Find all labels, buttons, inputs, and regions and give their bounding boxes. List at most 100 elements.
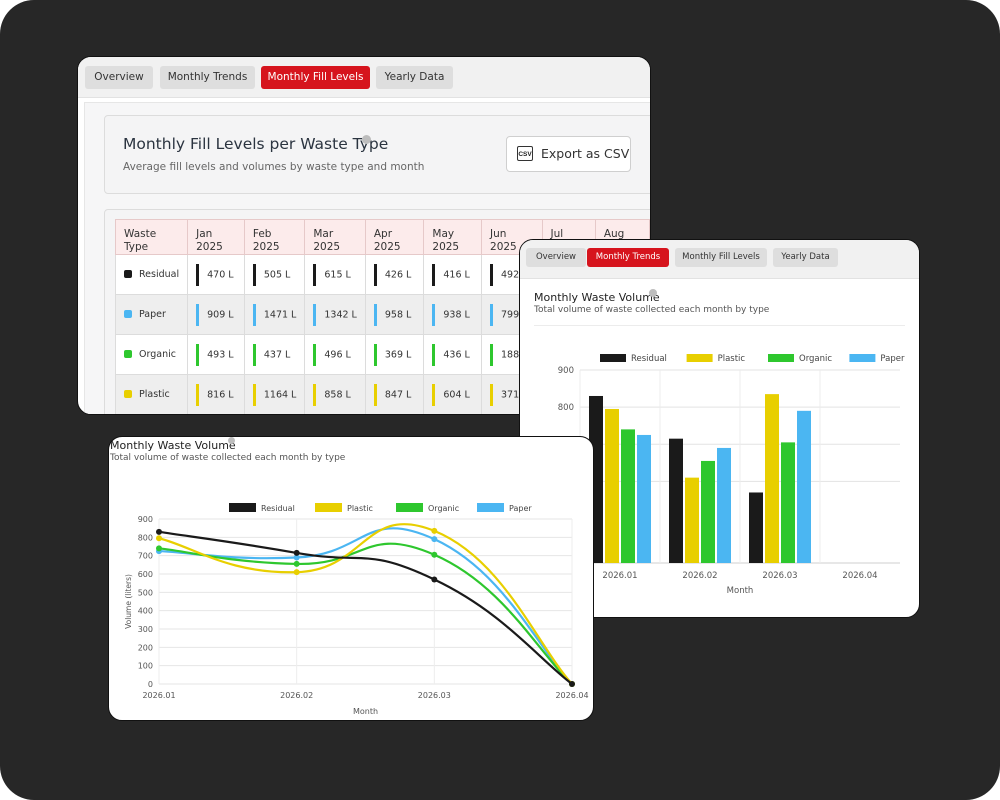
column-header-month: Apr 2025 xyxy=(364,219,425,255)
fill-level-bar xyxy=(432,383,436,406)
tab-monthly-trends[interactable]: Monthly Trends xyxy=(160,66,255,89)
fill-level-bar xyxy=(490,303,494,326)
legend-swatch xyxy=(768,354,794,362)
fill-value: 1164 L xyxy=(263,389,297,400)
x-tick-label: 2026.04 xyxy=(842,571,877,581)
legend-label: Organic xyxy=(428,504,459,513)
point-organic xyxy=(431,551,438,558)
fill-value-cell: 493 L xyxy=(187,334,245,375)
waste-type-cell: Organic xyxy=(114,334,189,375)
fill-value: 938 L xyxy=(443,309,470,320)
fill-level-bar xyxy=(252,263,256,286)
fill-level-bar xyxy=(313,303,317,326)
fill-value-cell: 426 L xyxy=(364,254,425,295)
y-tick-label: 700 xyxy=(138,552,153,561)
y-tick-label: 400 xyxy=(138,607,153,616)
color-swatch xyxy=(124,350,132,358)
fill-value-cell: 816 L xyxy=(187,374,245,414)
export-csv-button[interactable]: CSV Export as CSV xyxy=(506,136,631,172)
legend-label: Residual xyxy=(631,354,667,364)
tab-monthly-fill-levels[interactable]: Monthly Fill Levels xyxy=(675,248,767,267)
fill-value: 799 L xyxy=(501,309,528,320)
chart-subtitle: Total volume of waste collected each mon… xyxy=(110,453,346,463)
point-residual xyxy=(156,528,162,535)
y-tick-label: 900 xyxy=(558,366,574,376)
line-plastic xyxy=(158,523,573,685)
fill-value-cell: 847 L xyxy=(364,374,425,414)
tab-monthly-trends[interactable]: Monthly Trends xyxy=(587,248,669,267)
color-swatch xyxy=(124,390,132,398)
bar-plastic xyxy=(685,477,699,563)
column-header-month: Feb 2025 xyxy=(243,219,306,255)
help-icon[interactable] xyxy=(228,437,235,444)
fill-level-bar xyxy=(196,263,200,286)
fill-value: 816 L xyxy=(207,389,234,400)
point-plastic xyxy=(156,535,162,542)
legend-swatch xyxy=(229,503,256,512)
tab-overview[interactable]: Overview xyxy=(526,248,586,267)
x-tick-label: 2026.01 xyxy=(142,691,175,700)
fill-value: 437 L xyxy=(263,349,291,360)
legend-label: Plastic xyxy=(347,504,373,513)
fill-level-bar xyxy=(490,263,494,286)
fill-level-bar xyxy=(373,383,377,406)
fill-level-bar xyxy=(196,343,200,366)
tab-monthly-fill-levels[interactable]: Monthly Fill Levels xyxy=(261,66,370,89)
fill-level-bar xyxy=(373,303,377,326)
fill-value: 426 L xyxy=(384,269,412,280)
help-icon[interactable] xyxy=(362,135,371,144)
legend-label: Paper xyxy=(880,354,905,364)
fill-level-bar xyxy=(432,263,436,286)
legend-label: Residual xyxy=(261,504,295,513)
point-plastic xyxy=(431,527,438,534)
x-axis-label: Month xyxy=(727,586,754,596)
fill-value-cell: 1342 L xyxy=(304,294,366,335)
x-tick-label: 2026.02 xyxy=(682,571,717,581)
tab-overview[interactable]: Overview xyxy=(85,66,153,89)
column-header-waste-type: Waste Type xyxy=(114,219,189,255)
point-residual xyxy=(431,576,438,583)
x-tick-label: 2026.04 xyxy=(555,691,588,700)
color-swatch xyxy=(124,310,132,318)
column-header-month: Jan 2025 xyxy=(187,219,245,255)
chart-title: Monthly Waste Volume xyxy=(534,291,660,304)
fill-value: 909 L xyxy=(207,309,234,320)
legend-swatch xyxy=(686,354,713,362)
fill-value: 470 L xyxy=(207,269,234,280)
fill-level-bar xyxy=(490,383,494,406)
legend-label: Paper xyxy=(509,504,532,513)
help-icon[interactable] xyxy=(649,289,657,297)
csv-file-icon: CSV xyxy=(517,146,533,161)
bar-plastic xyxy=(605,408,619,563)
fill-level-bar xyxy=(252,383,256,406)
y-tick-label: 900 xyxy=(138,515,153,524)
legend-label: Plastic xyxy=(718,354,746,364)
page-title: Monthly Fill Levels per Waste Type xyxy=(123,135,389,153)
line-residual xyxy=(158,530,573,685)
point-plastic xyxy=(293,569,300,576)
fill-value-cell: 909 L xyxy=(187,294,245,335)
fill-level-bar xyxy=(313,383,317,406)
point-residual xyxy=(293,549,300,556)
y-tick-label: 0 xyxy=(148,680,153,689)
tab-yearly-data[interactable]: Yearly Data xyxy=(773,248,838,267)
waste-type-cell: Paper xyxy=(114,294,189,335)
bar-chart: 6007008009002026.012026.022026.032026.04… xyxy=(558,354,905,596)
fill-value: 496 L xyxy=(324,349,351,360)
fill-value-cell: 858 L xyxy=(304,374,366,414)
fill-value: 436 L xyxy=(443,349,470,360)
fill-value: 858 L xyxy=(324,389,351,400)
y-tick-label: 800 xyxy=(558,403,574,413)
tab-bar: Overview Monthly Trends Monthly Fill Lev… xyxy=(78,57,650,98)
tab-yearly-data[interactable]: Yearly Data xyxy=(376,66,453,89)
point-paper xyxy=(431,536,438,543)
fill-level-bar xyxy=(252,343,256,366)
bar-residual xyxy=(669,438,683,563)
fill-value-cell: 1471 L xyxy=(243,294,306,335)
fill-value-cell: 436 L xyxy=(423,334,483,375)
bar-organic xyxy=(701,460,715,563)
waste-type-cell: Plastic xyxy=(114,374,189,414)
fill-value: 847 L xyxy=(384,389,412,400)
chart-title: Monthly Waste Volume xyxy=(110,439,236,452)
